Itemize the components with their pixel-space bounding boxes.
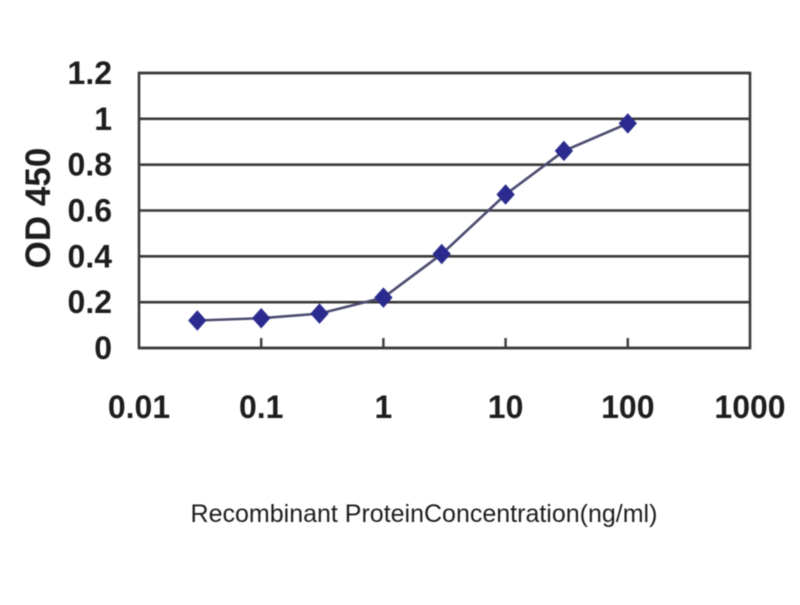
x-tick-label: 0.01: [108, 389, 170, 425]
plot-frame: [137, 71, 752, 350]
y-tick-label: 0: [94, 330, 112, 366]
gridlines-layer: [137, 71, 752, 350]
y-tick-label: 0.4: [68, 238, 113, 274]
y-tick-label: 1.2: [68, 55, 112, 91]
data-point-marker: [618, 113, 637, 134]
y-axis-title: OD 450: [19, 148, 58, 269]
data-point-marker: [554, 140, 574, 162]
series-line: [197, 122, 629, 322]
x-tick-label: 1000: [714, 389, 785, 425]
x-tick-label: 1: [375, 389, 393, 425]
data-point-marker: [310, 303, 329, 324]
x-axis-title: Recombinant ProteinConcentration(ng/ml): [191, 500, 658, 528]
y-tick-label: 0.8: [68, 147, 112, 183]
data-series-layer: [188, 113, 637, 331]
data-point-marker: [252, 307, 271, 329]
data-point-marker: [374, 287, 393, 308]
x-tick-label: 10: [488, 389, 524, 425]
y-tick-label: 0.6: [68, 193, 112, 229]
y-tick-label: 0.2: [68, 284, 112, 320]
y-tick-label: 1: [94, 101, 112, 137]
data-point-marker: [188, 310, 207, 331]
data-point-marker: [496, 184, 515, 205]
x-tick-label: 0.1: [239, 389, 283, 425]
x-tick-label: 100: [601, 389, 654, 425]
axes-layer: 0.01 0.1 1 10 100 1000 0 0.2 0.4 0.6 0.8 1 1.2: [68, 55, 786, 425]
data-point-marker: [432, 243, 451, 265]
